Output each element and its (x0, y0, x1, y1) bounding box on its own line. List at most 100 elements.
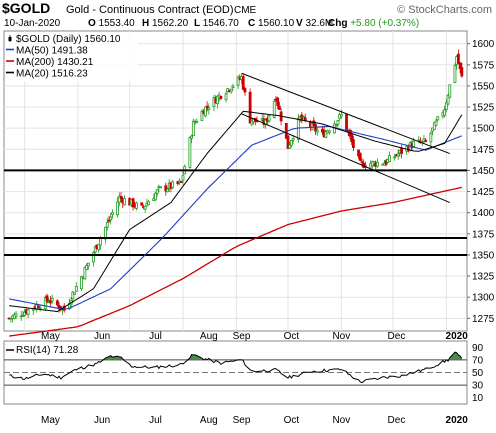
candle-body (45, 295, 49, 302)
price-tick-label: 1475 (472, 145, 495, 156)
candle-body (315, 130, 319, 133)
price-tick-label: 1350 (472, 250, 495, 261)
candle-body (357, 149, 360, 157)
candle-body (432, 122, 436, 131)
price-tick-label: 1450 (472, 166, 495, 177)
candle-body (14, 313, 18, 317)
candle-body (49, 299, 52, 304)
rsi-legend-label: RSI(14) 71.28 (16, 345, 79, 356)
candle-body (97, 243, 101, 251)
x-tick-label-top: Dec (388, 331, 406, 342)
x-tick-label-top: Jun (94, 331, 110, 342)
candle-body (236, 76, 240, 86)
candle-body (400, 147, 403, 154)
rsi-tick-label: 50 (472, 368, 484, 379)
candle-body (85, 265, 89, 271)
candle-body (73, 292, 76, 295)
x-tick-label-top: Nov (332, 331, 350, 342)
quote-row: O 1553.40 H 1562.20 L 1546.70 C 1560.10 V 32… (88, 18, 419, 29)
candle-body (119, 196, 123, 199)
candle-body (393, 156, 397, 159)
quote-v: V 32.6M (296, 18, 333, 29)
price-tick-label: 1575 (472, 60, 495, 71)
candle-body (250, 120, 254, 125)
candle-body (453, 65, 457, 83)
candle-body (123, 198, 126, 206)
candle-body (135, 202, 138, 209)
candle-body (296, 117, 300, 140)
candle-body (350, 134, 354, 143)
x-tick-label-bottom: Jul (149, 415, 162, 426)
x-tick-label-bottom: 2020 (446, 415, 469, 426)
price-tick-label: 1300 (472, 293, 495, 304)
legend-entry: MA(200) 1430.21 (16, 57, 94, 68)
candle-body (288, 144, 292, 149)
candle-body (291, 138, 295, 141)
candle-body (166, 188, 169, 193)
candle-body (248, 91, 252, 124)
quote-c: C 1560.10 (248, 18, 295, 29)
candle-body (55, 300, 59, 306)
candle-body (143, 205, 147, 210)
price-tick-label: 1325 (472, 272, 495, 283)
candle-body (277, 105, 281, 110)
candle-body (241, 76, 245, 90)
candle-body (37, 305, 40, 309)
candle-body (458, 62, 462, 70)
candle-body (376, 161, 379, 167)
candle-body (26, 309, 30, 315)
x-tick-label-bottom: Aug (200, 415, 218, 426)
candle-body (195, 120, 199, 123)
candle-body (303, 117, 307, 121)
candle-body (92, 252, 95, 263)
ma200-line (9, 186, 462, 337)
candle-body (109, 216, 113, 221)
x-tick-label-bottom: May (41, 415, 60, 426)
candle-body (334, 124, 338, 127)
quote-date: 10-Jan-2020 (4, 18, 61, 29)
x-tick-label-top: Sep (233, 331, 251, 342)
rsi-tick-label: 70 (472, 355, 484, 366)
quote-chg: Chg +5.80 (+0.37%) (328, 18, 419, 29)
candle-body (105, 222, 109, 228)
candle-body (50, 297, 54, 302)
candle-body (436, 116, 440, 121)
legend-entry: MA(20) 1516.23 (16, 69, 88, 80)
candle-body (190, 135, 194, 139)
candle-body (224, 93, 228, 101)
x-tick-label-top: May (41, 331, 60, 342)
price-tick-label: 1525 (472, 103, 495, 114)
candle-body (310, 122, 314, 130)
candle-body (444, 102, 448, 110)
candle-body (339, 113, 343, 117)
candle-body (448, 84, 452, 98)
candle-body (140, 202, 144, 206)
candle-body (188, 137, 192, 168)
candle-body (443, 109, 447, 116)
candle-body (229, 88, 233, 93)
candle-body (219, 95, 223, 99)
price-tick-label: 1600 (472, 39, 495, 50)
candle-body (117, 195, 121, 203)
candle-body (272, 101, 276, 118)
candle-body (429, 132, 433, 143)
candle-body (154, 192, 157, 201)
candle-body (43, 297, 47, 310)
rsi-tick-label: 30 (472, 381, 484, 392)
candle-body (446, 95, 450, 105)
candle-body (352, 139, 355, 148)
candle-body (286, 135, 290, 149)
candle-body (231, 85, 235, 88)
candle-body (314, 124, 317, 132)
candle-body (71, 291, 75, 300)
candle-body (107, 219, 111, 222)
candle-body (267, 115, 271, 122)
candle-body (243, 87, 247, 93)
price-tick-label: 1375 (472, 229, 495, 240)
candle-body (276, 97, 280, 106)
candle-body (434, 120, 438, 126)
candle-body (312, 120, 316, 127)
price-tick-label: 1500 (472, 124, 495, 135)
candle-body (264, 119, 268, 126)
quote-h: H 1562.20 (142, 18, 189, 29)
